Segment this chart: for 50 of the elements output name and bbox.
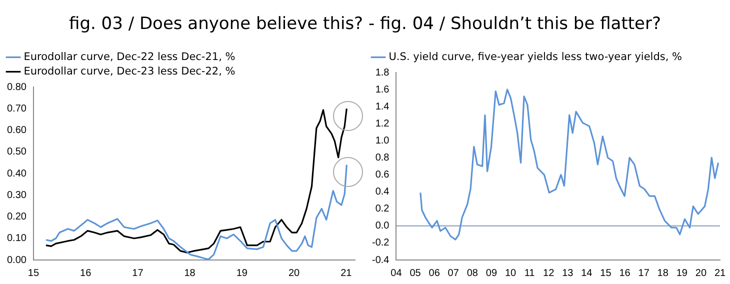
x-tick-label: 11 [524, 268, 536, 279]
legend-label: U.S. yield curve, five-year yields less two-year yields, % [388, 50, 682, 63]
x-tick-label: 19 [236, 268, 248, 279]
x-tick-label: 19 [676, 268, 688, 279]
legend-label: Eurodollar curve, Dec-23 less Dec-22, % [24, 65, 236, 78]
y-tick-label: -0.2 [372, 238, 390, 249]
x-tick-label: 09 [486, 268, 498, 279]
x-tick-label: 15 [600, 268, 612, 279]
y-tick-label: 0.80 [6, 82, 27, 93]
x-tick-label: 08 [466, 268, 478, 279]
x-tick-label: 12 [543, 268, 555, 279]
y-tick-label: 0.4 [375, 186, 390, 198]
x-tick-label: 17 [132, 268, 144, 279]
x-tick-label: 20 [695, 268, 707, 279]
y-tick-label: 0.0 [375, 220, 390, 232]
x-tick-label: 05 [410, 268, 422, 279]
x-tick-label: 18 [657, 268, 669, 279]
y-tick-label: 0.2 [375, 204, 390, 215]
x-tick-label: 10 [504, 268, 516, 279]
y-tick-label: 0.10 [6, 233, 27, 244]
y-tick-label: -0.4 [372, 254, 390, 266]
legend-label: Eurodollar curve, Dec-22 less Dec-21, % [24, 50, 236, 63]
x-tick-label: 14 [581, 268, 593, 279]
y-tick-label: 1.0 [375, 135, 390, 146]
x-tick-label: 15 [28, 268, 40, 279]
y-tick-label: 1.6 [375, 84, 390, 96]
x-tick-label: 21 [714, 268, 726, 279]
y-tick-label: 0.70 [6, 103, 27, 114]
x-tick-label: 04 [390, 268, 402, 279]
y-tick-label: 0.00 [6, 254, 27, 266]
y-tick-label: 1.2 [375, 118, 390, 130]
y-tick-label: 0.40 [6, 168, 27, 180]
y-tick-label: 0.50 [6, 146, 27, 158]
y-tick-label: 0.60 [6, 125, 27, 136]
y-tick-label: 1.8 [375, 67, 390, 78]
y-tick-label: 0.30 [6, 190, 27, 201]
x-tick-label: 13 [562, 268, 574, 279]
x-tick-label: 07 [448, 268, 460, 279]
chart-title: fig. 03 / Does anyone believe this? - fig. 04 / Shouldn’t this be flatter? [68, 13, 662, 36]
y-tick-label: 0.6 [375, 170, 390, 181]
x-tick-label: 16 [619, 268, 631, 279]
y-tick-label: 1.4 [375, 101, 390, 112]
x-tick-label: 18 [184, 268, 196, 279]
y-tick-label: 0.20 [6, 212, 27, 222]
x-tick-label: 16 [80, 268, 92, 279]
x-tick-label: 21 [340, 268, 352, 279]
x-tick-label: 17 [638, 268, 650, 279]
x-tick-label: 06 [428, 268, 440, 279]
y-tick-label: 0.8 [375, 152, 390, 164]
x-tick-label: 20 [288, 268, 300, 279]
